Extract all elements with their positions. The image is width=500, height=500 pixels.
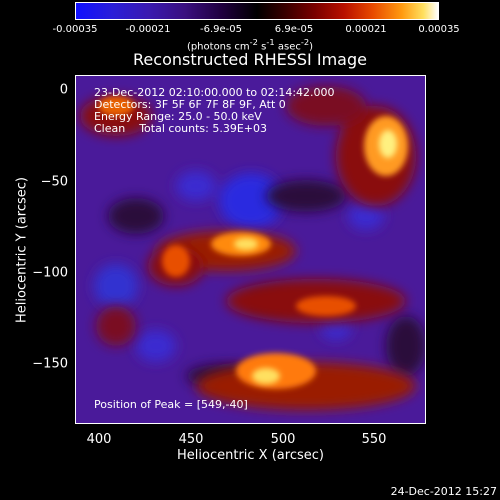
colorbar-tick: 6.9e-05	[274, 24, 314, 35]
y-tick-label: −100	[32, 265, 68, 281]
peak-sources	[234, 130, 397, 384]
x-tick-label: 500	[270, 432, 296, 447]
rhessi-image	[75, 75, 426, 424]
y-tick-label: 0	[59, 82, 68, 98]
colorbar-tick: -0.00021	[125, 24, 171, 35]
info-energy-range: Energy Range: 25.0 - 50.0 keV	[94, 110, 262, 123]
y-axis-label: Heliocentric Y (arcsec)	[14, 177, 30, 323]
colorbar-unit: (photons cm-2 s-1 asec-2)	[186, 37, 314, 53]
x-tick-label: 400	[86, 432, 112, 447]
colorbar-tick: 0.00021	[345, 24, 387, 35]
timestamp: 24-Dec-2012 15:27	[390, 485, 497, 498]
plot-title: Reconstructed RHESSI Image	[133, 50, 367, 69]
colorbar-tick: -6.9e-05	[200, 24, 242, 35]
info-total-counts: Clean Total counts: 5.39E+03	[94, 122, 268, 135]
y-tick-label: −50	[40, 174, 68, 190]
info-detectors: Detectors: 3F 5F 6F 7F 8F 9F, Att 0	[94, 98, 286, 111]
x-tick-label: 450	[178, 432, 204, 447]
info-peak-position: Position of Peak = [549,-40]	[94, 398, 248, 411]
colorbar	[75, 2, 439, 20]
x-tick-label: 550	[361, 432, 387, 447]
info-time-range: 23-Dec-2012 02:10:00.000 to 02:14:42.000	[94, 86, 335, 99]
colorbar-tick: -0.00035	[52, 24, 98, 35]
y-tick-label: −150	[32, 356, 68, 372]
cold-regions	[94, 171, 384, 362]
x-axis-label: Heliocentric X (arcsec)	[177, 448, 324, 463]
colorbar-tick: 0.00035	[418, 24, 460, 35]
rhessi-image-canvas	[76, 76, 425, 423]
